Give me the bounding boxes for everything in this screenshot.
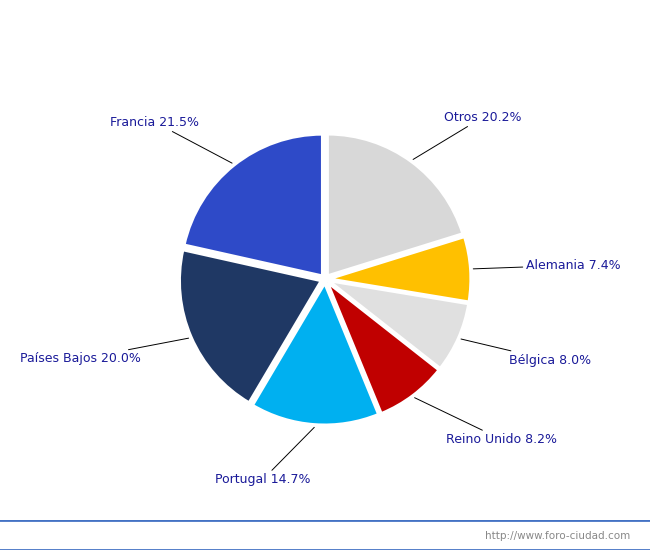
Wedge shape	[328, 283, 439, 414]
Text: Países Bajos 20.0%: Países Bajos 20.0%	[20, 338, 188, 365]
Text: Otros 20.2%: Otros 20.2%	[413, 111, 522, 160]
Text: http://www.foro-ciudad.com: http://www.foro-ciudad.com	[486, 531, 630, 541]
Text: Cabrales - Turistas extranjeros según país - Abril de 2024: Cabrales - Turistas extranjeros según pa…	[106, 11, 544, 28]
Text: Bélgica 8.0%: Bélgica 8.0%	[461, 339, 591, 367]
Wedge shape	[253, 283, 378, 425]
Wedge shape	[329, 281, 469, 368]
Wedge shape	[184, 134, 322, 276]
Text: Portugal 14.7%: Portugal 14.7%	[215, 427, 314, 486]
Text: Reino Unido 8.2%: Reino Unido 8.2%	[415, 398, 557, 446]
Text: Alemania 7.4%: Alemania 7.4%	[473, 258, 620, 272]
Wedge shape	[328, 134, 463, 276]
Text: Francia 21.5%: Francia 21.5%	[111, 116, 232, 163]
Wedge shape	[330, 237, 471, 302]
Wedge shape	[179, 250, 321, 403]
